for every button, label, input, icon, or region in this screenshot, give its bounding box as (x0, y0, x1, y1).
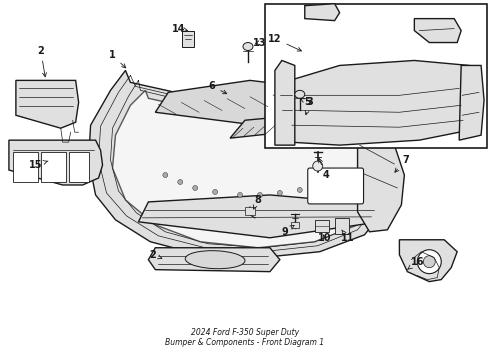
Polygon shape (399, 240, 457, 282)
Circle shape (178, 180, 183, 184)
Circle shape (257, 193, 263, 197)
Text: 16: 16 (408, 257, 424, 269)
Circle shape (313, 161, 323, 171)
Bar (69, 152, 89, 182)
Ellipse shape (295, 90, 305, 98)
Text: 4: 4 (318, 158, 329, 180)
Text: 2024 Ford F-350 Super Duty
Bumper & Components - Front Diagram 1: 2024 Ford F-350 Super Duty Bumper & Comp… (166, 328, 324, 347)
FancyBboxPatch shape (308, 168, 364, 204)
Polygon shape (290, 60, 469, 145)
Circle shape (423, 256, 435, 268)
Polygon shape (358, 120, 404, 232)
Polygon shape (155, 80, 374, 128)
Ellipse shape (243, 42, 253, 50)
Circle shape (417, 250, 441, 274)
Bar (335, 218, 348, 234)
Text: 5: 5 (301, 97, 311, 107)
Circle shape (297, 188, 302, 193)
Polygon shape (89, 71, 394, 258)
Bar (41, 152, 66, 182)
Circle shape (163, 172, 168, 177)
Text: 12: 12 (268, 33, 301, 51)
Circle shape (238, 193, 243, 197)
Text: 13: 13 (253, 37, 267, 48)
Text: 8: 8 (253, 195, 261, 209)
Text: 3: 3 (305, 97, 313, 115)
Text: 15: 15 (29, 160, 48, 170)
Bar (182, 31, 194, 46)
Polygon shape (9, 140, 102, 185)
Text: 10: 10 (318, 233, 331, 243)
Text: 9: 9 (281, 225, 294, 237)
Polygon shape (113, 90, 385, 248)
Text: 7: 7 (395, 155, 409, 172)
Text: 1: 1 (109, 50, 126, 68)
Polygon shape (230, 108, 374, 138)
Polygon shape (148, 248, 280, 272)
Circle shape (337, 176, 342, 180)
Polygon shape (138, 195, 385, 238)
Polygon shape (275, 60, 295, 145)
Text: 6: 6 (209, 81, 227, 94)
Bar (265, 4, 487, 148)
Bar (245, 207, 255, 215)
Bar (291, 222, 299, 228)
Circle shape (277, 190, 282, 195)
Bar (13, 152, 38, 182)
Circle shape (193, 185, 197, 190)
Text: 14: 14 (172, 24, 188, 33)
Ellipse shape (185, 251, 245, 269)
Text: 2: 2 (37, 45, 47, 77)
Text: 2: 2 (149, 250, 162, 260)
Polygon shape (415, 19, 461, 42)
Polygon shape (16, 80, 78, 128)
Polygon shape (459, 66, 484, 140)
Circle shape (317, 183, 322, 188)
Circle shape (213, 189, 218, 194)
Bar (315, 220, 329, 232)
Text: 11: 11 (341, 230, 354, 243)
Polygon shape (305, 4, 340, 21)
